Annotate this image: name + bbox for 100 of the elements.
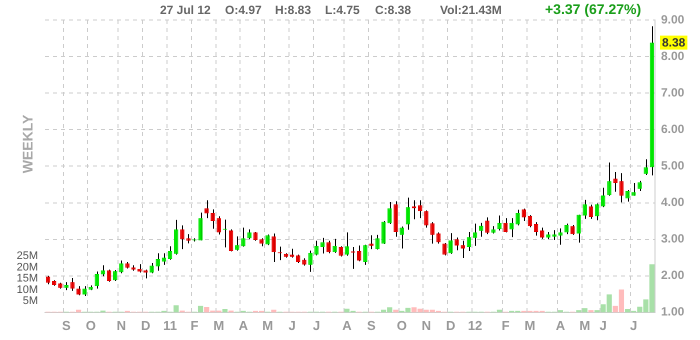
text: L:4.75: [325, 3, 360, 17]
candlestick: [516, 209, 520, 226]
candlestick: [210, 208, 215, 230]
x-tick-label: J: [600, 318, 607, 333]
candlestick: [576, 214, 581, 244]
candlestick: [613, 172, 618, 192]
candlestick: [510, 218, 514, 238]
candlestick: [638, 180, 642, 192]
y-tick-label: 6.00: [661, 122, 685, 136]
text: +3.37 (67.27%): [545, 1, 642, 17]
candlestick: [332, 238, 337, 254]
candlestick: [308, 250, 312, 272]
candlestick: [448, 232, 453, 254]
candlestick: [582, 199, 587, 220]
candlestick: [150, 262, 154, 274]
y-tick-label: 1.00: [661, 304, 685, 319]
text: WEEKLY: [19, 114, 36, 174]
candlestick: [570, 224, 575, 236]
candlestick: [594, 202, 600, 221]
candlestick: [522, 208, 526, 222]
y2-tick-label: 15M: [16, 272, 38, 285]
y2-tick-label: 20M: [16, 261, 38, 274]
candlestick: [320, 237, 325, 254]
x-tick-label: A: [556, 318, 566, 333]
candlestick: [619, 172, 624, 203]
candlestick: [369, 234, 374, 250]
y-tick-label: 7.00: [661, 85, 685, 100]
candlestick: [82, 286, 87, 296]
candlestick: [76, 286, 81, 296]
x-tick-label: D: [446, 318, 456, 333]
candlestick: [350, 246, 356, 270]
text: 27 Jul 12: [160, 3, 211, 17]
x-tick-label: F: [190, 318, 198, 333]
candlestick: [625, 189, 630, 202]
x-tick-label: M: [524, 318, 536, 333]
text: 8.38: [662, 35, 686, 50]
candlestick: [479, 222, 484, 238]
candlestick: [186, 234, 190, 244]
x-tick-label: J: [630, 318, 638, 333]
candlestick: [266, 234, 270, 246]
candlestick: [632, 182, 636, 196]
x-tick-label: O: [396, 318, 407, 333]
y-tick-label: 3.00: [661, 232, 685, 246]
x-tick-label: J: [288, 318, 296, 333]
y2-tick-label: 5M: [22, 295, 38, 308]
y2-tick-label: 10M: [16, 284, 38, 296]
candlestick: [235, 236, 240, 252]
candlestick: [607, 162, 612, 196]
candlestick: [216, 216, 221, 236]
x-tick-label: 11: [163, 318, 177, 333]
x-tick-label: M: [213, 318, 224, 333]
candlestick: [113, 270, 118, 282]
candlestick: [94, 270, 99, 290]
bar: [393, 310, 398, 312]
candlestick: [406, 197, 410, 230]
candlestick: [540, 227, 544, 240]
x-tick-label: M: [262, 318, 274, 333]
text: H:8.83: [275, 3, 312, 17]
candlestick: [400, 226, 404, 249]
x-tick-label: J: [312, 318, 320, 333]
bar: [271, 310, 276, 312]
x-tick-label: N: [422, 318, 431, 333]
candlestick: [430, 222, 434, 244]
candlestick: [180, 224, 184, 250]
candlestick: [388, 202, 392, 224]
x-tick-label: S: [367, 318, 376, 333]
x-tick-label: O: [86, 318, 96, 333]
y-tick-label: 5.00: [661, 158, 685, 173]
candlestick: [466, 231, 472, 252]
y-tick-label: 2.00: [661, 268, 685, 282]
candlestick: [326, 240, 331, 254]
x-tick-label: D: [140, 318, 150, 333]
x-tick-label: A: [342, 318, 352, 333]
candlestick: [460, 240, 465, 258]
x-tick-label: F: [502, 318, 510, 333]
candlestick: [338, 246, 343, 257]
candlestick: [344, 232, 350, 256]
x-tick-label: N: [116, 318, 126, 333]
candlestick: [363, 244, 368, 266]
candlestick: [485, 216, 490, 235]
candlestick: [241, 227, 246, 248]
candlestick: [119, 260, 124, 274]
y-tick-label: 8.00: [661, 48, 685, 63]
candlestick: [424, 210, 428, 228]
candlestick: [247, 228, 252, 240]
y-tick-label: 4.00: [661, 195, 685, 210]
x-tick-label: A: [238, 318, 249, 333]
candlestick: [418, 200, 422, 219]
candlestick: [601, 187, 606, 208]
candlestick: [357, 245, 362, 262]
candlestick: [564, 223, 569, 235]
candlestick: [204, 200, 209, 219]
candlestick: [174, 219, 178, 256]
candlestick: [272, 232, 276, 262]
x-tick-label: M: [579, 318, 590, 333]
y2-tick-label: 25M: [16, 250, 38, 262]
candlestick: [644, 158, 648, 176]
candlestick: [454, 236, 459, 251]
text: Vol:21.43M: [440, 3, 502, 17]
x-tick-label: S: [62, 318, 72, 333]
